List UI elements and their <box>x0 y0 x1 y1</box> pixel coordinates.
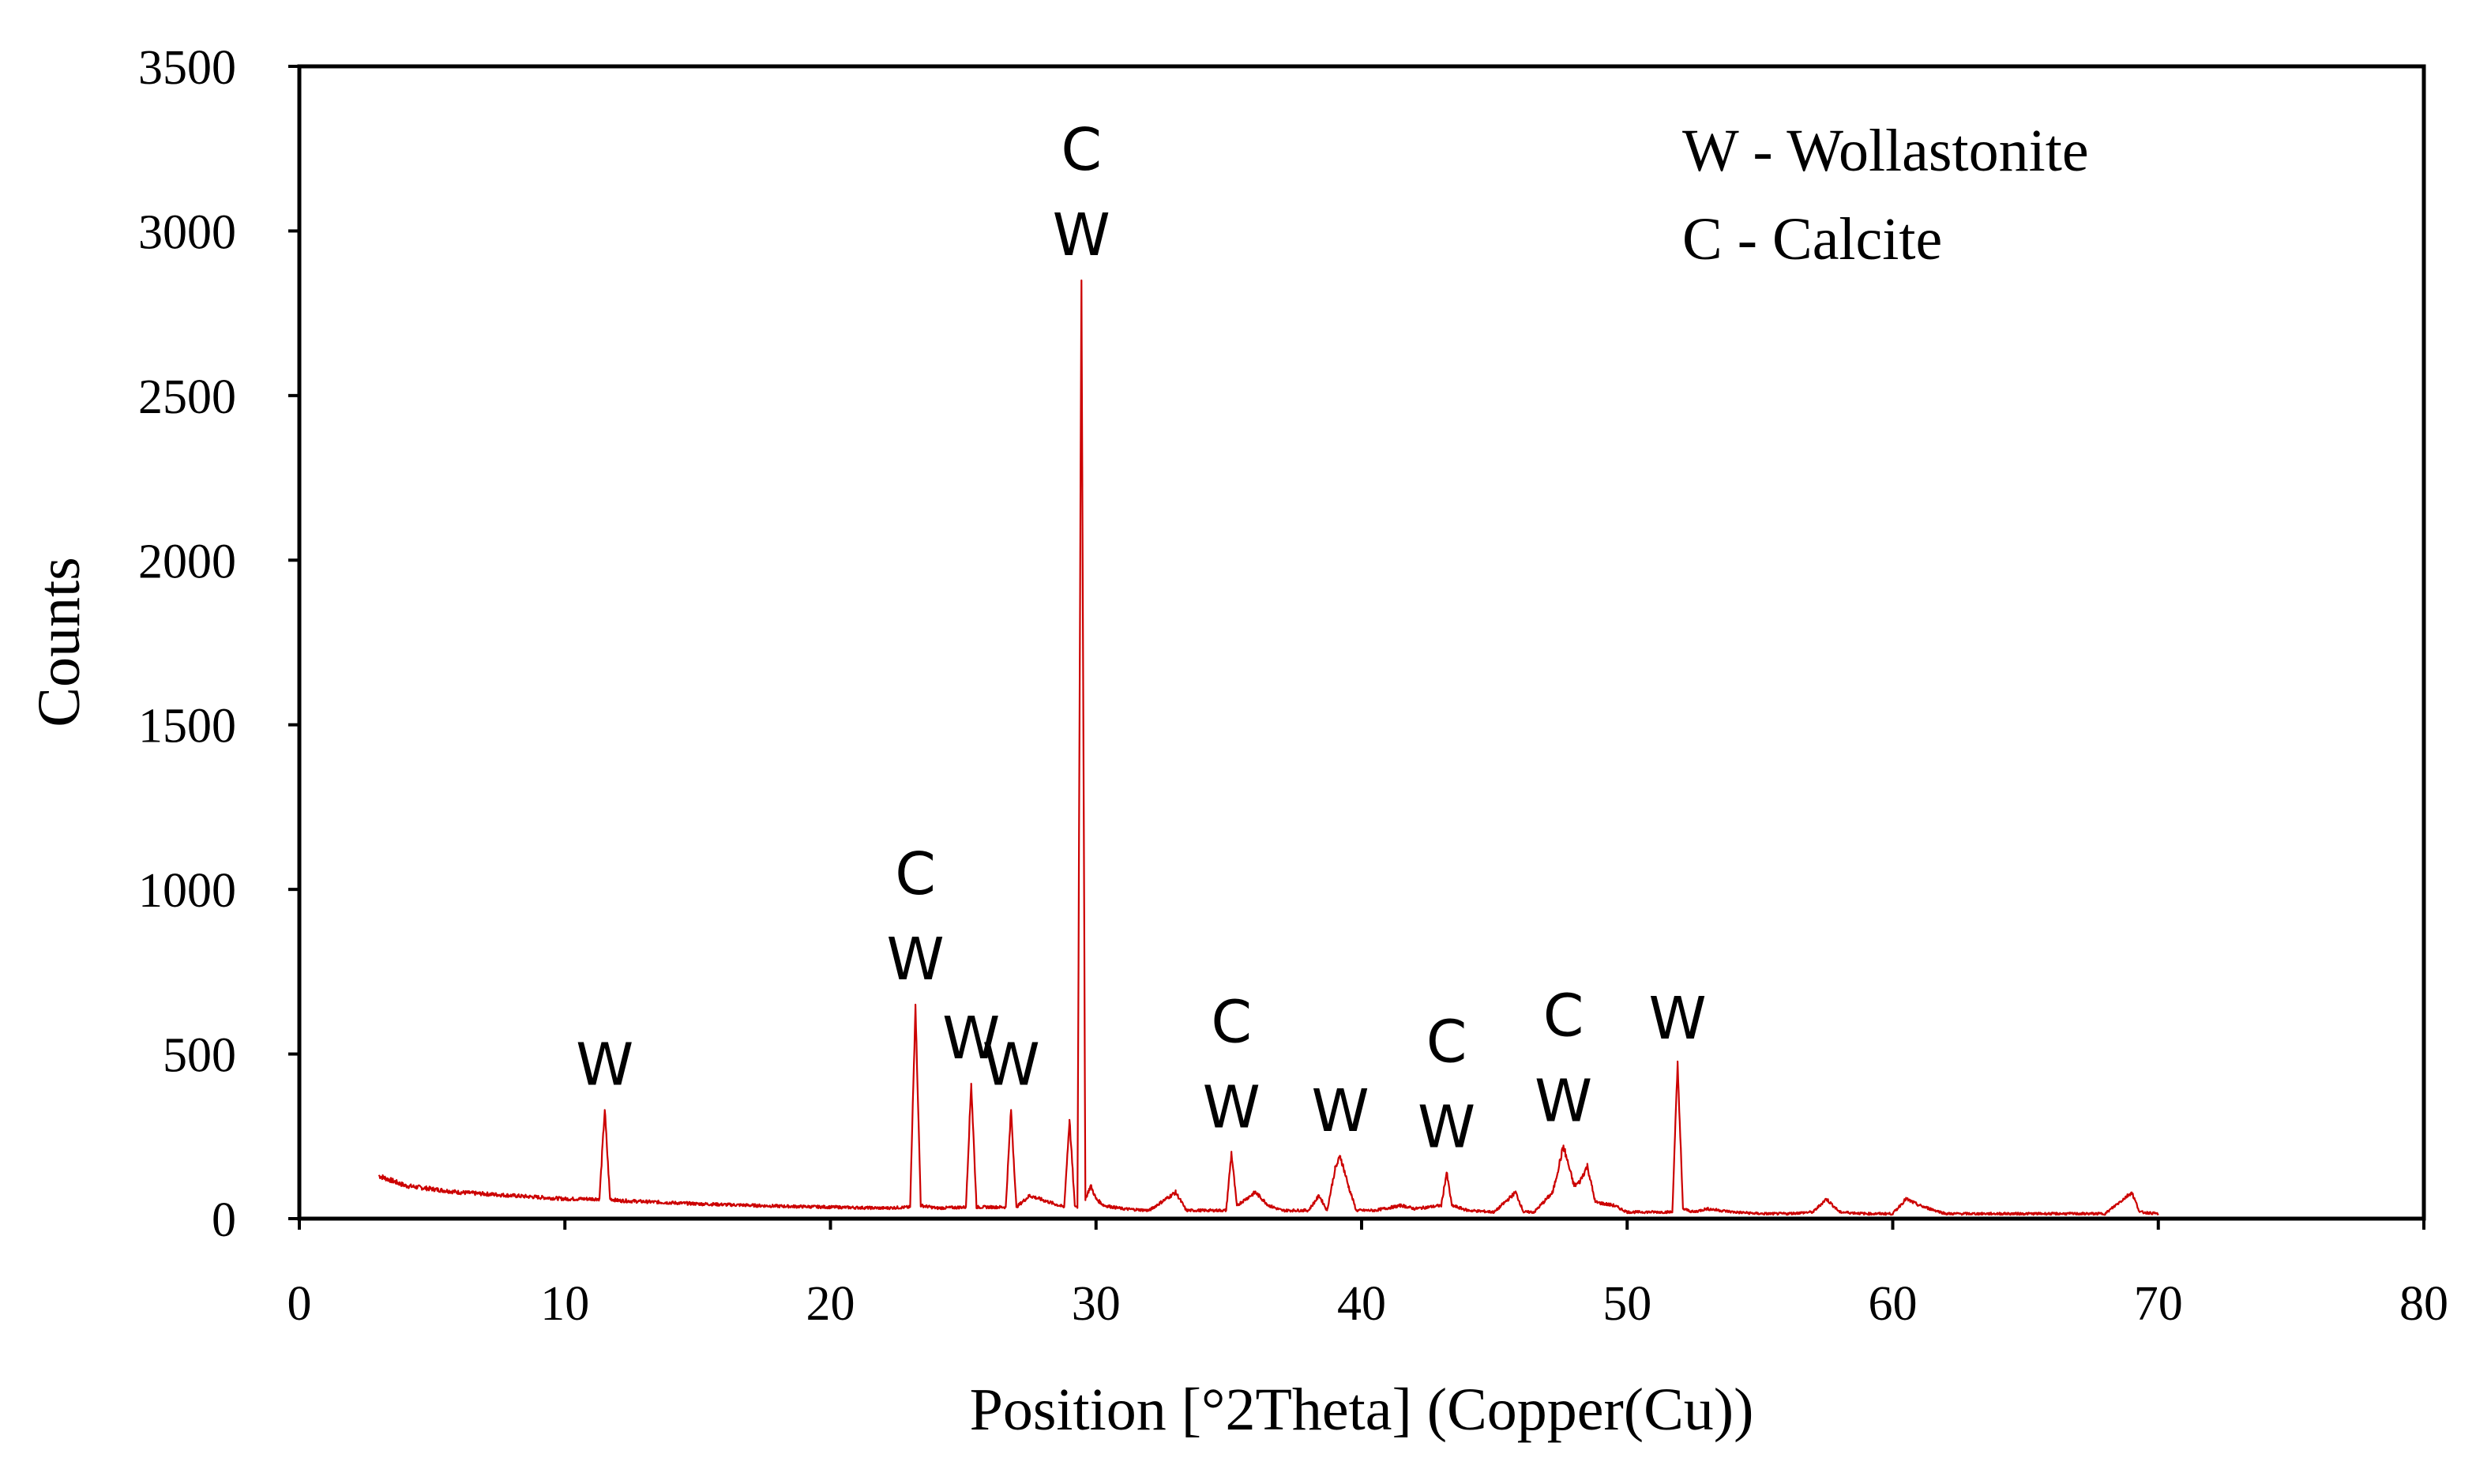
y-tick-label: 2000 <box>138 535 236 588</box>
y-tick-label: 500 <box>163 1029 236 1083</box>
x-tick-label: 10 <box>540 1277 589 1331</box>
y-tick-label: 1000 <box>138 864 236 918</box>
x-tick-label: 50 <box>1602 1277 1651 1331</box>
peak-label-w: W <box>887 926 945 994</box>
y-tick-label: 3000 <box>138 205 236 259</box>
series-line <box>378 279 2159 1216</box>
peak-label-c: C <box>895 840 936 908</box>
peak-label-w: W <box>1649 985 1707 1053</box>
series-layer <box>378 279 2159 1216</box>
x-tick-label: 20 <box>806 1277 855 1331</box>
legend-wollastonite: W - Wollastonite <box>1682 118 2089 184</box>
peak-label-w: W <box>1312 1077 1369 1145</box>
peak-label-w: W <box>1053 201 1110 269</box>
x-axis-title: Position [°2Theta] (Copper(Cu)) <box>970 1377 1754 1443</box>
peak-label-w: W <box>1418 1094 1475 1162</box>
peak-label-c: C <box>1426 1009 1467 1076</box>
peak-label-w: W <box>982 1031 1040 1099</box>
y-tick-label: 1500 <box>138 700 236 753</box>
y-tick-label: 0 <box>212 1193 236 1247</box>
peak-label-w: W <box>942 1005 1000 1073</box>
y-axis-title: Counts <box>26 557 92 727</box>
peak-label-w: W <box>576 1031 633 1099</box>
y-tick-label: 3500 <box>138 41 236 95</box>
x-tick-label: 60 <box>1869 1277 1918 1331</box>
peak-label-c: C <box>1543 982 1584 1050</box>
x-tick-label: 40 <box>1337 1277 1386 1331</box>
legend-calcite: C - Calcite <box>1682 206 1942 272</box>
x-tick-label: 30 <box>1072 1277 1121 1331</box>
x-tick-label: 0 <box>287 1277 312 1331</box>
x-tick-label: 80 <box>2399 1277 2448 1331</box>
y-axis-ticks: 0 500 1000 1500 2000 2500 3000 3500 <box>138 41 299 1247</box>
peak-label-c: C <box>1061 116 1102 184</box>
x-tick-label: 70 <box>2134 1277 2183 1331</box>
peak-label-c: C <box>1211 989 1252 1057</box>
peak-label-w: W <box>1535 1067 1592 1135</box>
y-tick-label: 2500 <box>138 370 236 424</box>
x-axis-ticks: 0 10 20 30 40 50 60 70 80 <box>287 1219 2448 1331</box>
peak-label-w: W <box>1203 1074 1261 1142</box>
